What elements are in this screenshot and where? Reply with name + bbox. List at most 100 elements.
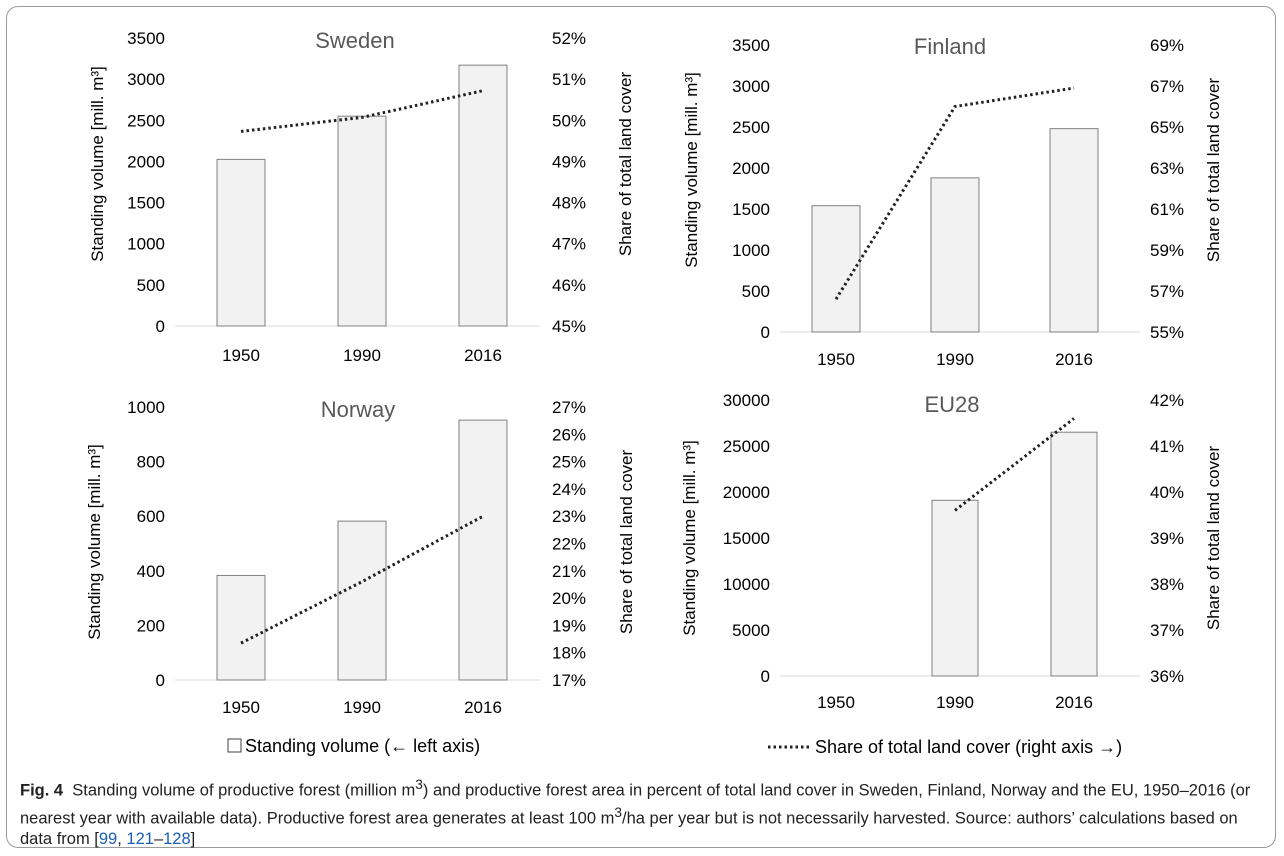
left-tick-label: 1000 (127, 398, 165, 417)
chart-title: Norway (321, 397, 396, 422)
left-tick-label: 3500 (732, 36, 770, 55)
chart-panel-eu28: EU28 1950 1990 2016 0 5000 10000 15000 20000 250… (680, 391, 1223, 712)
left-tick-label: 2000 (732, 159, 770, 178)
right-tick-label: 40% (1150, 483, 1184, 502)
left-tick-label: 0 (761, 667, 770, 686)
right-tick-label: 57% (1150, 282, 1184, 301)
left-tick-label: 25000 (723, 437, 770, 456)
left-tick-label: 5000 (732, 621, 770, 640)
right-tick-label: 37% (1150, 621, 1184, 640)
chart-title: EU28 (924, 392, 979, 417)
right-axis-label: Share of total land cover (617, 450, 636, 635)
left-tick-label: 3000 (127, 70, 165, 89)
bar-2016 (1050, 431, 1098, 677)
x-tick-label: 2016 (464, 698, 502, 717)
right-tick-label: 49% (552, 152, 586, 171)
right-axis-label: Share of total land cover (1204, 78, 1223, 263)
x-tick-label: 1990 (343, 346, 381, 365)
left-tick-label: 2000 (127, 152, 165, 171)
left-tick-label: 3500 (127, 29, 165, 48)
left-tick-label: 3000 (732, 77, 770, 96)
right-tick-label: 45% (552, 317, 586, 336)
left-tick-label: 400 (137, 562, 165, 581)
bar-2016 (458, 419, 508, 681)
right-tick-label: 39% (1150, 529, 1184, 548)
right-tick-label: 69% (1150, 36, 1184, 55)
chart-panel-finland: Finland 1950 1990 2016 0 500 1000 1500 2000 2500… (682, 34, 1223, 369)
right-tick-label: 18% (552, 644, 586, 663)
right-tick-label: 24% (552, 480, 586, 499)
share-line (240, 514, 484, 645)
left-tick-label: 10000 (723, 575, 770, 594)
x-tick-label: 1950 (222, 346, 260, 365)
chart-title: Sweden (315, 28, 395, 53)
left-tick-label: 800 (137, 453, 165, 472)
figure-frame (6, 6, 1276, 848)
left-tick-label: 600 (137, 507, 165, 526)
left-tick-label: 0 (761, 323, 770, 342)
bar-2016 (458, 64, 508, 327)
left-tick-label: 15000 (723, 529, 770, 548)
right-tick-label: 59% (1150, 241, 1184, 260)
right-tick-label: 52% (552, 29, 586, 48)
right-tick-label: 48% (552, 194, 586, 213)
left-tick-label: 2500 (732, 118, 770, 137)
left-tick-label: 1000 (127, 235, 165, 254)
superscript: 3 (415, 777, 423, 792)
right-tick-label: 36% (1150, 667, 1184, 686)
x-tick-label: 1950 (817, 693, 855, 712)
right-tick-label: 61% (1150, 200, 1184, 219)
left-tick-label: 0 (156, 671, 165, 690)
right-axis-label: Share of total land cover (1204, 446, 1223, 631)
right-tick-label: 20% (552, 589, 586, 608)
right-tick-label: 19% (552, 616, 586, 635)
share-line (834, 86, 1075, 300)
right-tick-label: 63% (1150, 159, 1184, 178)
bar-1990 (931, 499, 979, 677)
left-tick-label: 1500 (732, 200, 770, 219)
right-tick-label: 21% (552, 562, 586, 581)
x-tick-label: 1990 (343, 698, 381, 717)
left-axis-label: Standing volume [mill. m³] (680, 440, 699, 636)
superscript: 3 (614, 804, 622, 820)
left-tick-label: 1500 (127, 194, 165, 213)
x-tick-label: 1990 (936, 350, 974, 369)
x-tick-label: 2016 (1055, 693, 1093, 712)
right-tick-label: 51% (552, 70, 586, 89)
left-tick-label: 2500 (127, 111, 165, 130)
bar-1950 (811, 205, 861, 333)
right-tick-label: 55% (1150, 323, 1184, 342)
share-line (240, 89, 484, 133)
right-tick-label: 27% (552, 398, 586, 417)
charts-svg: Sweden 1950 1990 2016 0 500 1000 1500 2000 2500 3… (85, 28, 1223, 757)
reference-link[interactable]: 121 (126, 830, 154, 848)
left-tick-label: 1000 (732, 241, 770, 260)
right-tick-label: 50% (552, 111, 586, 130)
left-tick-label: 500 (137, 276, 165, 295)
left-axis-label: Standing volume [mill. m³] (682, 72, 701, 268)
right-tick-label: 26% (552, 425, 586, 444)
right-tick-label: 22% (552, 535, 586, 554)
legend: Standing volume (← left axis) Share of t… (227, 736, 1122, 757)
reference-link[interactable]: 99 (98, 830, 118, 848)
right-tick-label: 47% (552, 235, 586, 254)
right-tick-label: 17% (552, 671, 586, 690)
left-axis-label: Standing volume [mill. m³] (85, 444, 104, 640)
x-tick-label: 1950 (222, 698, 260, 717)
caption-text: ) and productive forest area in percent … (20, 781, 1251, 828)
x-tick-label: 2016 (464, 346, 502, 365)
figure-label: Fig. 4 (20, 781, 64, 800)
left-tick-label: 20000 (723, 483, 770, 502)
right-tick-label: 42% (1150, 391, 1184, 410)
bar-1950 (216, 158, 266, 327)
chart-panel-norway: Norway 1950 1990 2016 0 200 400 600 800 1000 17% 1… (85, 397, 636, 717)
x-tick-label: 1990 (936, 693, 974, 712)
right-tick-label: 65% (1150, 118, 1184, 137)
right-tick-label: 23% (552, 507, 586, 526)
x-tick-label: 2016 (1055, 350, 1093, 369)
chart-title: Finland (914, 34, 986, 59)
reference-link[interactable]: 128 (163, 830, 191, 848)
caption-text: /ha per year but is not necessarily harv… (20, 809, 1238, 848)
right-tick-label: 25% (552, 453, 586, 472)
left-tick-label: 0 (156, 317, 165, 336)
